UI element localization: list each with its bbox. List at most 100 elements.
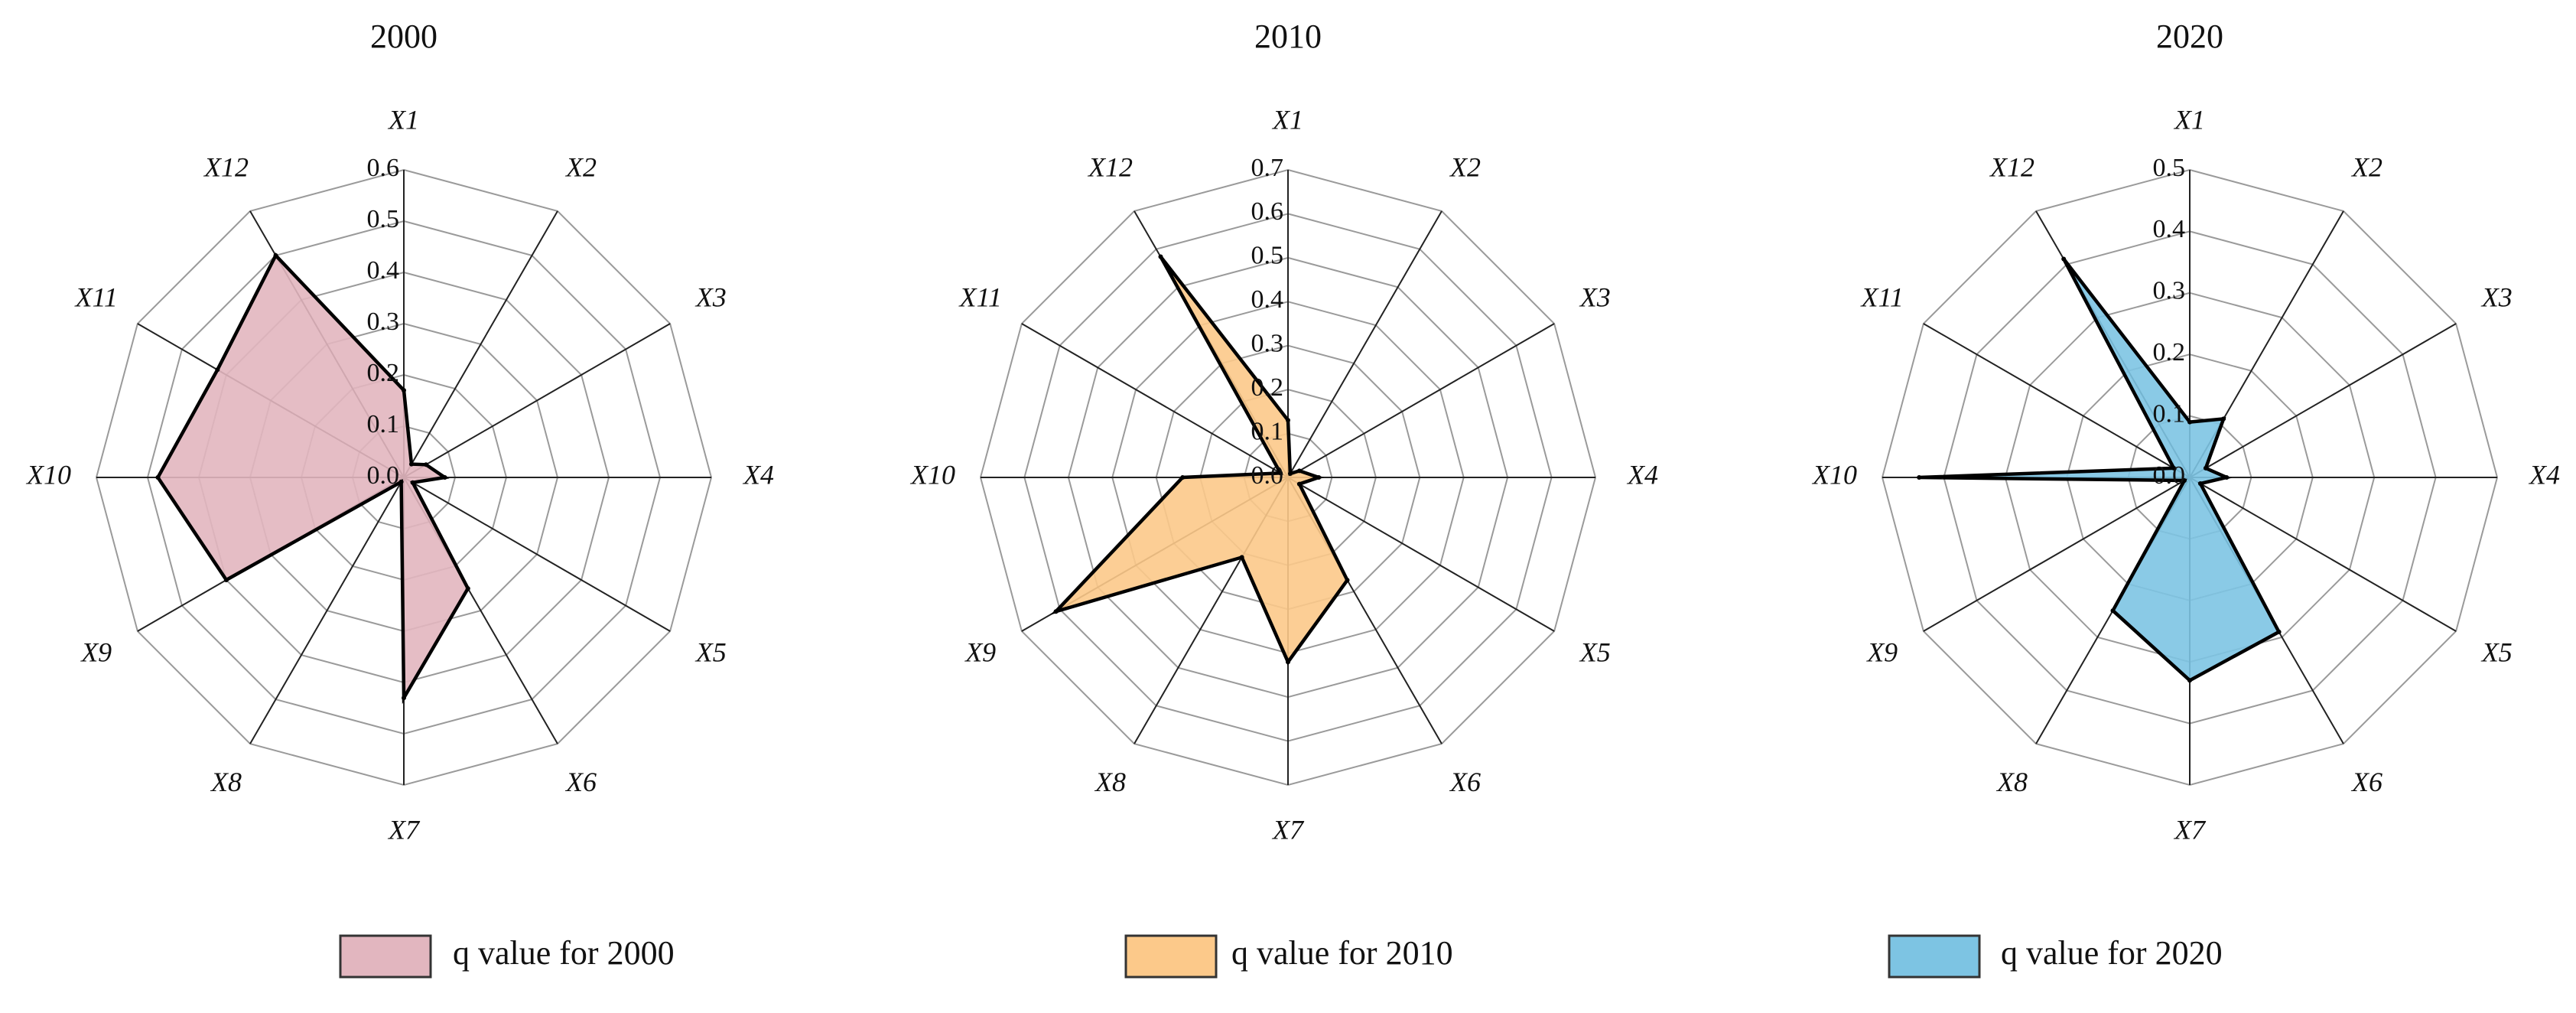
- axis-label-x10: X10: [1811, 459, 1857, 490]
- axis-label-x7: X7: [387, 814, 421, 845]
- spoke-x3: [403, 323, 671, 478]
- tick-label: 0.1: [1251, 417, 1284, 445]
- tick-label: 0.2: [367, 359, 400, 387]
- tick-label: 0.3: [1251, 330, 1284, 358]
- series-area-2020: [1919, 258, 2282, 683]
- axis-label-x9: X9: [964, 637, 996, 667]
- tick-label: 0.0: [1251, 461, 1284, 490]
- legend-swatch: [339, 934, 432, 979]
- axis-label-x11: X11: [1860, 282, 1904, 312]
- tick-label: 0.5: [1251, 242, 1284, 270]
- data-point-x11: [2171, 465, 2177, 471]
- tick-label: 0.6: [1251, 197, 1284, 226]
- data-point-x12: [273, 252, 278, 258]
- data-point-x9: [2182, 478, 2187, 483]
- data-point-x1: [1286, 418, 1290, 423]
- tick-label: 0.7: [1251, 154, 1284, 182]
- axis-label-x12: X12: [1989, 151, 2034, 182]
- data-point-x3: [2203, 465, 2208, 471]
- axis-label-x2: X2: [1449, 151, 1481, 182]
- axis-label-x8: X8: [1094, 767, 1126, 797]
- data-point-x7: [402, 695, 406, 701]
- axis-label-x12: X12: [1087, 151, 1133, 182]
- data-point-x4: [2224, 475, 2230, 480]
- tick-label: 0.1: [367, 410, 400, 438]
- legend-label: q value for 2000: [453, 934, 675, 972]
- axis-label-x10: X10: [25, 459, 71, 490]
- data-point-x8: [1239, 555, 1244, 560]
- data-point-x5: [1296, 481, 1302, 487]
- legend-label: q value for 2010: [1231, 934, 1453, 972]
- spoke-x2: [1287, 210, 1442, 478]
- data-point-x5: [2197, 481, 2203, 486]
- axis-label-x4: X4: [742, 459, 774, 490]
- radar-chart-2010: 2010 0.0 0.1 0.2 0.3 0.4 0.5 0.6 0.7 X1 X2 X3 X4 X5 X6…: [909, 18, 1658, 845]
- tick-label: 0.3: [367, 308, 400, 336]
- tick-label: 0.2: [2153, 338, 2186, 366]
- axis-label-x8: X8: [210, 767, 242, 797]
- spoke-x11: [1021, 323, 1289, 478]
- axis-label-x5: X5: [1579, 637, 1611, 667]
- tick-label: 0.4: [1251, 285, 1284, 314]
- data-point-x6: [1345, 578, 1350, 583]
- axis-label-x6: X6: [564, 767, 597, 797]
- spoke-x11: [1923, 323, 2191, 478]
- data-point-x6: [2276, 629, 2282, 634]
- data-point-x1: [2187, 419, 2192, 425]
- data-point-x3: [1296, 468, 1302, 474]
- data-point-x5: [410, 480, 415, 485]
- data-point-x9: [1053, 609, 1059, 614]
- axis-label-x10: X10: [909, 459, 955, 490]
- chart-title: 2010: [1254, 18, 1322, 55]
- axis-label-x5: X5: [694, 637, 727, 667]
- data-point-x2: [409, 461, 414, 467]
- legend-label: q value for 2020: [2001, 934, 2223, 972]
- series-area-2000: [155, 252, 470, 705]
- axis-label-x7: X7: [2173, 814, 2207, 845]
- axis-label-x12: X12: [203, 151, 249, 182]
- legend-item-2010: q value for 2010: [1124, 934, 1453, 979]
- tick-label: 0.5: [2153, 154, 2186, 182]
- axis-label-x3: X3: [2480, 282, 2513, 312]
- data-point-x10: [1180, 475, 1186, 480]
- data-point-x7: [2187, 678, 2192, 683]
- spoke-x5: [2189, 477, 2457, 632]
- tick-label: 0.0: [2153, 461, 2186, 490]
- tick-label: 0.6: [367, 154, 400, 182]
- axis-label-x4: X4: [1626, 459, 1658, 490]
- axis-label-x2: X2: [2350, 151, 2382, 182]
- data-point-x2: [1287, 471, 1293, 476]
- axis-label-x6: X6: [1449, 767, 1481, 797]
- data-point-x12: [2061, 256, 2067, 262]
- tick-label: 0.1: [2153, 399, 2186, 428]
- radar-chart-2020: 2020 0.0 0.1 0.2 0.3 0.4 0.5 X1 X2 X3 X4 X5 X6 X7 X8 X9…: [1811, 18, 2560, 845]
- axis-label-x11: X11: [958, 282, 1002, 312]
- axis-label-x4: X4: [2528, 459, 2560, 490]
- series-area-2010: [1050, 256, 1350, 666]
- legend-swatch: [1888, 934, 1981, 979]
- data-point-x4: [1316, 475, 1322, 480]
- spoke-x2: [403, 210, 558, 478]
- data-point-x10: [155, 475, 161, 480]
- axis-label-x11: X11: [74, 282, 118, 312]
- tick-label: 0.2: [1251, 373, 1284, 402]
- axis-label-x7: X7: [1271, 814, 1305, 845]
- tick-label: 0.0: [367, 461, 400, 490]
- axis-label-x1: X1: [387, 104, 419, 135]
- tick-label: 0.3: [2153, 277, 2186, 305]
- data-point-x2: [2221, 416, 2226, 422]
- data-point-x11: [215, 367, 220, 373]
- axis-label-x6: X6: [2350, 767, 2382, 797]
- axis-label-x2: X2: [564, 151, 597, 182]
- data-point-x1: [402, 388, 406, 393]
- legend-item-2020: q value for 2020: [1888, 934, 2223, 979]
- chart-title: 2020: [2156, 18, 2223, 55]
- tick-label: 0.5: [367, 205, 400, 233]
- axis-label-x8: X8: [1995, 767, 2028, 797]
- axis-label-x5: X5: [2480, 637, 2513, 667]
- axis-label-x9: X9: [1865, 637, 1898, 667]
- data-point-x4: [442, 475, 447, 480]
- axis-label-x3: X3: [694, 282, 727, 312]
- data-point-x7: [1286, 660, 1290, 665]
